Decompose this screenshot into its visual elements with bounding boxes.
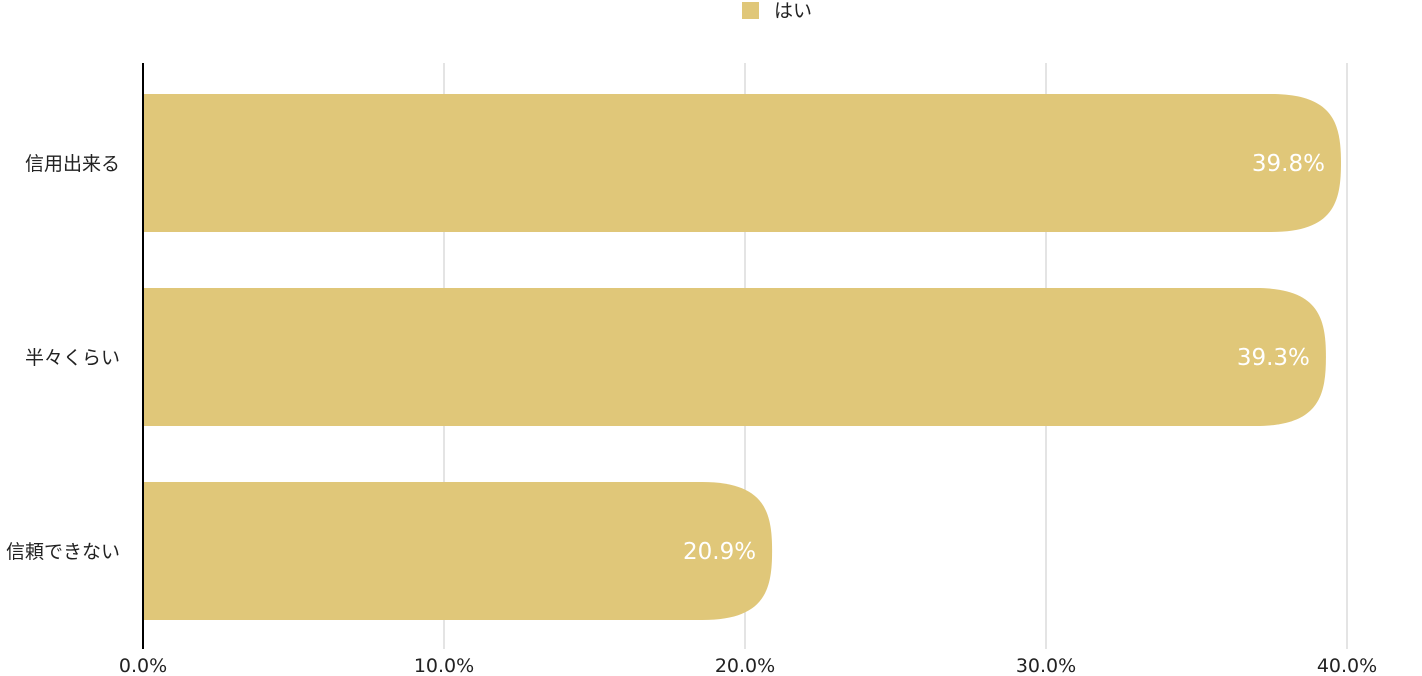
category-label: 半々くらい xyxy=(25,347,120,369)
labels: 39.8% 信用出来る 39.3% 半々くらい 20.9% 信頼できない xyxy=(6,151,1325,565)
axes: 0.0% 10.0% 20.0% 30.0% 40.0% xyxy=(119,63,1377,676)
x-tick-label: 30.0% xyxy=(1016,655,1076,676)
x-tick-label: 40.0% xyxy=(1317,655,1377,676)
category-label: 信用出来る xyxy=(25,153,120,175)
bar xyxy=(143,482,773,620)
x-tick-label: 20.0% xyxy=(715,655,775,676)
x-tick-label: 0.0% xyxy=(119,655,167,676)
legend: はい xyxy=(742,0,812,22)
bar-value-label: 39.3% xyxy=(1237,345,1310,371)
category-label: 信頼できない xyxy=(6,541,120,563)
bar xyxy=(143,94,1341,232)
legend-swatch xyxy=(742,2,759,19)
bar-value-label: 20.9% xyxy=(683,539,756,565)
bar-value-label: 39.8% xyxy=(1252,151,1325,177)
x-tick-label: 10.0% xyxy=(414,655,474,676)
bar xyxy=(143,288,1326,426)
bars xyxy=(143,94,1341,620)
legend-label: はい xyxy=(774,0,812,22)
